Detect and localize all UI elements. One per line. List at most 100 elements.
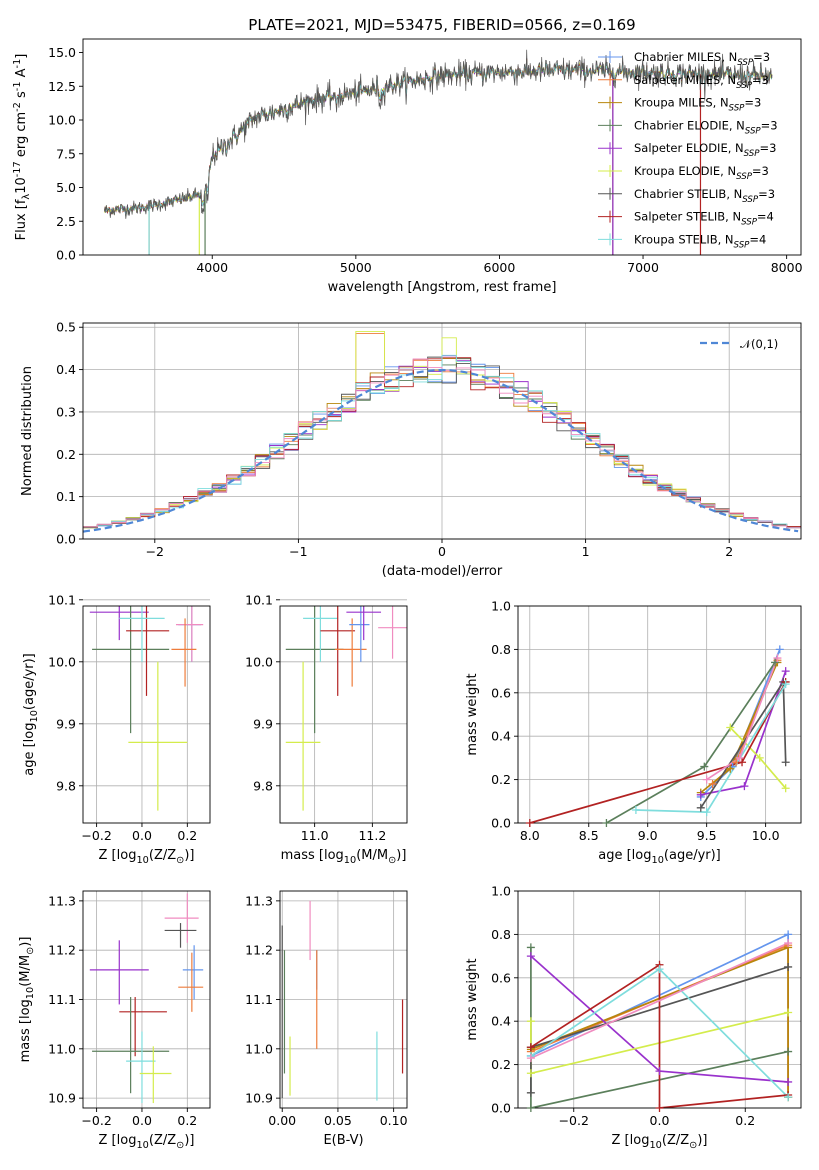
x-tick-label: 11.0	[301, 828, 329, 843]
plot-area	[285, 606, 407, 811]
plus-marker	[771, 658, 780, 667]
plus-marker	[738, 758, 747, 767]
plus-marker	[726, 723, 735, 732]
axes-frame	[279, 890, 408, 1109]
plus-marker	[784, 962, 793, 971]
y-tick-label: 9.8	[253, 778, 273, 793]
plus-marker	[526, 1104, 535, 1112]
axes-frame	[82, 890, 211, 1109]
plus-marker	[735, 753, 744, 762]
x-axis-label: wavelength [Angstrom, rest frame]	[328, 280, 557, 295]
y-tick-label: 12.5	[48, 79, 76, 94]
y-tick-label: 11.0	[245, 1041, 273, 1056]
x-tick-label: 0.05	[324, 1113, 352, 1128]
legend-label: Salpeter ELODIE, NSSP=3	[634, 141, 776, 159]
x-tick-label: 0.10	[380, 1113, 408, 1128]
plus-marker	[740, 782, 749, 791]
errorbar-point	[160, 541, 205, 591]
y-tick-label: 11.1	[48, 992, 76, 1007]
y-axis-label: age [log10(age/yr)]	[22, 653, 40, 776]
plus-marker	[526, 1054, 535, 1063]
plus-marker	[631, 805, 640, 814]
axes-frame	[82, 38, 802, 256]
y-tick-label: 1.0	[491, 884, 511, 899]
errorbar-point	[320, 606, 356, 696]
y-tick-label: 0.0	[491, 816, 511, 831]
plus-marker	[781, 758, 790, 767]
errorbar-point	[92, 606, 170, 734]
y-tick-label: 0.4	[491, 729, 511, 744]
x-tick-label: 5000	[340, 260, 372, 275]
y-tick-label: 0.0	[491, 1101, 511, 1116]
axes-frame	[82, 605, 211, 824]
x-tick-label: 0.00	[268, 1113, 296, 1128]
y-tick-label: 10.0	[245, 654, 273, 669]
x-tick-label: 0.0	[132, 1113, 152, 1128]
axes-frame	[82, 322, 802, 540]
plus-marker	[526, 1088, 535, 1097]
errorbar-point	[89, 606, 149, 641]
plus-marker	[526, 943, 535, 952]
x-tick-label: 0.2	[177, 1113, 197, 1128]
plus-marker	[784, 939, 793, 948]
y-tick-label: 10.9	[48, 1091, 76, 1106]
x-tick-label: 8000	[771, 260, 803, 275]
errorbar-point	[164, 923, 197, 948]
legend-label: Chabrier STELIB, NSSP=3	[634, 187, 775, 205]
x-tick-label: 0.2	[177, 828, 197, 843]
x-axis-label: E(B-V)	[323, 1133, 363, 1148]
plus-marker	[775, 645, 784, 654]
x-tick-label: 0.0	[650, 1113, 670, 1128]
plus-marker	[526, 952, 535, 961]
y-tick-label: 10.0	[48, 113, 76, 128]
x-tick-label: 2	[725, 544, 733, 559]
errorbar-point	[119, 997, 167, 1057]
errorbar-point	[175, 606, 204, 662]
legend-label: Chabrier ELODIE, NSSP=3	[634, 118, 778, 136]
plot-area	[281, 900, 404, 1101]
legend-label: Kroupa STELIB, NSSP=4	[634, 232, 766, 250]
plus-marker	[708, 779, 717, 788]
plot-area	[83, 331, 801, 539]
spectrum-legend: Chabrier MILES, NSSP=3 Salpeter MILES, NS…	[598, 50, 778, 250]
y-tick-label: 0.4	[491, 1014, 511, 1029]
y-tick-label: 10.0	[48, 654, 76, 669]
y-tick-label: 0.8	[491, 642, 511, 657]
x-tick-label: 10.0	[752, 828, 780, 843]
plus-marker	[773, 654, 782, 663]
errorbar-point	[178, 606, 201, 662]
y-tick-label: 0.0	[56, 532, 76, 547]
plus-marker	[602, 819, 611, 827]
errorbar-point	[92, 997, 170, 1094]
x-tick-label: 0	[438, 544, 446, 559]
x-axis-label: (data-model)/error	[382, 564, 503, 579]
y-tick-label: 10.1	[245, 592, 273, 607]
plus-marker	[784, 1008, 793, 1017]
y-axis-label: Normed distribution	[20, 366, 35, 496]
plus-marker	[702, 808, 711, 817]
chart-age-vs-Z: −0.2 0.0 0.2 9.8 9.9 10.0 10.1 Z [log10(Z/Z⊙)] a…	[22, 541, 211, 866]
plus-marker	[696, 790, 705, 799]
errorbar-point	[182, 945, 204, 1000]
x-tick-label: 0.2	[735, 1113, 755, 1128]
plot-area	[89, 893, 204, 1104]
x-tick-label: 8.0	[520, 828, 540, 843]
y-tick-label: 11.2	[48, 943, 76, 958]
y-tick-label: 2.5	[56, 214, 76, 229]
x-tick-label: 0.0	[132, 828, 152, 843]
legend-label: Kroupa MILES, NSSP=3	[634, 96, 761, 114]
mass-weight-line	[530, 947, 789, 1108]
x-axis-label: Z [log10(Z/Z⊙)]	[99, 848, 195, 866]
y-axis-label: mass weight	[465, 673, 480, 755]
x-tick-label: −0.2	[81, 828, 111, 843]
y-tick-label: 0.2	[56, 447, 76, 462]
plot-area	[89, 541, 205, 811]
y-tick-label: 10.1	[48, 592, 76, 607]
chart-mass-weight-vs-age: 8.0 8.5 9.0 9.5 10.0 0.0 0.2 0.4 0.6 0.8 1.0 age [l…	[465, 599, 802, 866]
plus-marker	[526, 1069, 535, 1078]
y-tick-label: 0.8	[491, 927, 511, 942]
plus-marker	[784, 1093, 793, 1102]
residuals-legend: 𝒩(0,1)	[700, 337, 778, 351]
x-tick-label: −2	[146, 544, 164, 559]
